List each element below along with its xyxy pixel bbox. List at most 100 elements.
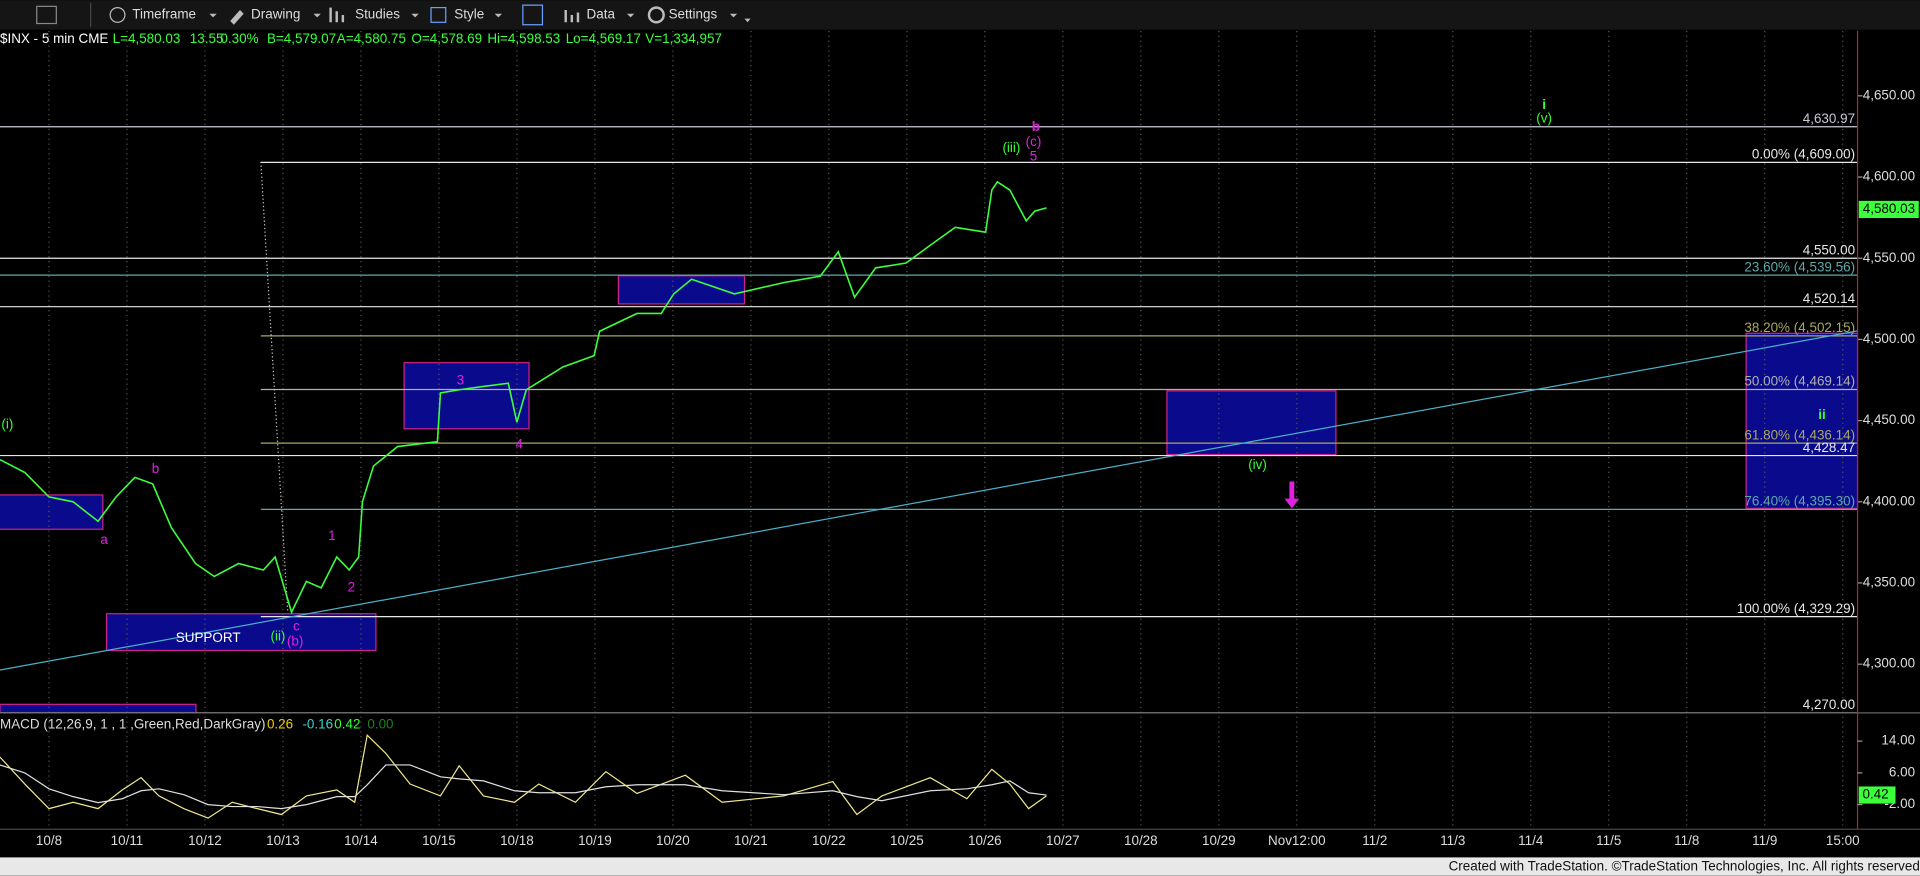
layout-icon[interactable] bbox=[522, 4, 544, 26]
toolbar bbox=[0, 0, 1920, 30]
x-tick-label: 10/18 bbox=[500, 833, 534, 848]
x-tick-label: 10/11 bbox=[111, 833, 144, 848]
x-tick-label: 11/9 bbox=[1752, 833, 1777, 848]
menu-timeframe[interactable]: Timeframe bbox=[132, 7, 196, 22]
settings-icon bbox=[647, 6, 665, 24]
quote-field: Lo=4,569.17 bbox=[566, 31, 641, 46]
quote-field: O=4,578.69 bbox=[411, 31, 482, 46]
studies-icon bbox=[329, 7, 345, 23]
x-tick-label: 11/5 bbox=[1596, 833, 1621, 848]
menu-settings[interactable]: Settings bbox=[669, 7, 718, 22]
toolbar-icon[interactable] bbox=[36, 5, 57, 25]
quote-field: Hi=4,598.53 bbox=[487, 31, 560, 46]
plot: 10/8 10/11 10/12 10/13 10/14 10/15 10/18 10/19 1… bbox=[0, 30, 1920, 848]
menu-studies[interactable]: Studies bbox=[355, 7, 400, 22]
quote-field: 0.30% bbox=[220, 31, 258, 46]
zone-box bbox=[105, 613, 377, 652]
menu-drawing[interactable]: Drawing bbox=[251, 7, 300, 22]
x-tick-label: 10/14 bbox=[344, 833, 378, 848]
x-tick-label: 10/28 bbox=[1124, 833, 1158, 848]
macd-readout: 0.26 bbox=[267, 717, 293, 732]
wave-label: b bbox=[1032, 119, 1040, 134]
y-tick-label: 4,500.00 bbox=[1863, 331, 1915, 346]
zone-box bbox=[403, 362, 530, 430]
zone-box bbox=[1166, 390, 1337, 456]
zone-box bbox=[617, 275, 746, 305]
macd-tick-label: 14.00 bbox=[1881, 733, 1915, 748]
level-label: 0.00% (4,609.00) bbox=[1752, 147, 1855, 162]
symbol: $INX - 5 min CME bbox=[0, 31, 108, 46]
down-arrow bbox=[1284, 481, 1300, 509]
level-label: 4,520.14 bbox=[1803, 291, 1856, 306]
level-label: 50.00% (4,469.14) bbox=[1744, 374, 1855, 389]
level-label: 4,428.47 bbox=[1803, 440, 1855, 455]
zone-box bbox=[1745, 332, 1859, 510]
style-icon bbox=[430, 6, 447, 23]
x-tick-label: 10/12 bbox=[188, 833, 222, 848]
wave-label: SUPPORT bbox=[176, 630, 241, 645]
macd-readout: 0.00 bbox=[367, 717, 393, 732]
macd-readout: -0.16 bbox=[302, 717, 333, 732]
wave-label: a bbox=[100, 532, 108, 547]
x-tick-label: 11/8 bbox=[1674, 833, 1699, 848]
last-price-label: 4,580.03 bbox=[1863, 201, 1915, 216]
macd-tick-label: 6.00 bbox=[1889, 764, 1915, 779]
x-tick-label: 10/19 bbox=[578, 833, 612, 848]
wave-label: (iv) bbox=[1248, 457, 1267, 472]
menu-style[interactable]: Style bbox=[454, 7, 484, 22]
x-tick-label: 10/15 bbox=[422, 833, 456, 848]
wave-label: 2 bbox=[348, 580, 355, 595]
last-price-tag bbox=[1858, 200, 1919, 219]
macd-line bbox=[0, 733, 1047, 819]
quote-field: L=4,580.03 bbox=[113, 31, 181, 46]
level-label: 4,630.97 bbox=[1803, 111, 1855, 126]
footer-bar bbox=[0, 857, 1920, 876]
x-tick-label: 11/2 bbox=[1362, 833, 1387, 848]
quote-field: V=1,334,957 bbox=[645, 31, 722, 46]
quote-field: B=4,579.07 bbox=[267, 31, 336, 46]
drawing-icon bbox=[230, 10, 244, 25]
x-tick-label: 11/4 bbox=[1518, 833, 1544, 848]
level-label: 38.20% (4,502.15) bbox=[1744, 320, 1855, 335]
wave-label: (iii) bbox=[1002, 140, 1020, 155]
x-tick-label: 10/22 bbox=[812, 833, 846, 848]
menu-data[interactable]: Data bbox=[587, 7, 616, 22]
timeframe-icon bbox=[109, 6, 126, 23]
x-tick-label: 10/29 bbox=[1202, 833, 1236, 848]
price-line bbox=[0, 180, 1047, 615]
y-tick-label: 4,300.00 bbox=[1863, 656, 1915, 671]
x-tick-label: 10/21 bbox=[734, 833, 768, 848]
wave-label: (i) bbox=[1, 417, 13, 432]
y-tick-label: 4,450.00 bbox=[1863, 412, 1915, 427]
wave-label: 5 bbox=[1030, 149, 1037, 164]
trend-line bbox=[0, 330, 1858, 671]
y-tick-label: 4,350.00 bbox=[1863, 575, 1915, 590]
wave-label: i bbox=[1542, 97, 1546, 112]
quote-field: A=4,580.75 bbox=[337, 31, 406, 46]
level-label: 61.80% (4,436.14) bbox=[1744, 427, 1855, 442]
wave-label: b bbox=[152, 461, 159, 476]
x-tick-label: 10/8 bbox=[36, 833, 62, 848]
y-tick-label: 4,600.00 bbox=[1863, 169, 1915, 184]
y-tick-label: 4,650.00 bbox=[1863, 87, 1915, 102]
macd-tag-label: 0.42 bbox=[1862, 787, 1888, 802]
footer: Created with TradeStation. ©TradeStation… bbox=[1449, 859, 1920, 874]
quote-field: 13.55 bbox=[190, 31, 224, 46]
data-icon bbox=[564, 10, 580, 23]
wave-label: ii bbox=[1818, 407, 1825, 422]
wave-label: (c) bbox=[1026, 134, 1042, 149]
level-label: 4,550.00 bbox=[1803, 242, 1855, 257]
x-tick-label: 10/20 bbox=[656, 833, 690, 848]
x-tick-label: 10/26 bbox=[968, 833, 1002, 848]
level-label: 76.40% (4,395.30) bbox=[1744, 494, 1855, 509]
y-tick-label: 4,400.00 bbox=[1863, 493, 1915, 508]
macd-title: MACD (12,26,9, 1 , 1 ,Green,Red,DarkGray… bbox=[0, 717, 265, 732]
x-tick-label: 15:00 bbox=[1826, 833, 1860, 848]
x-tick-label: 11/3 bbox=[1440, 833, 1465, 848]
macd-line bbox=[0, 764, 1047, 810]
wave-label: 4 bbox=[515, 436, 523, 451]
wave-label: (v) bbox=[1536, 111, 1552, 126]
